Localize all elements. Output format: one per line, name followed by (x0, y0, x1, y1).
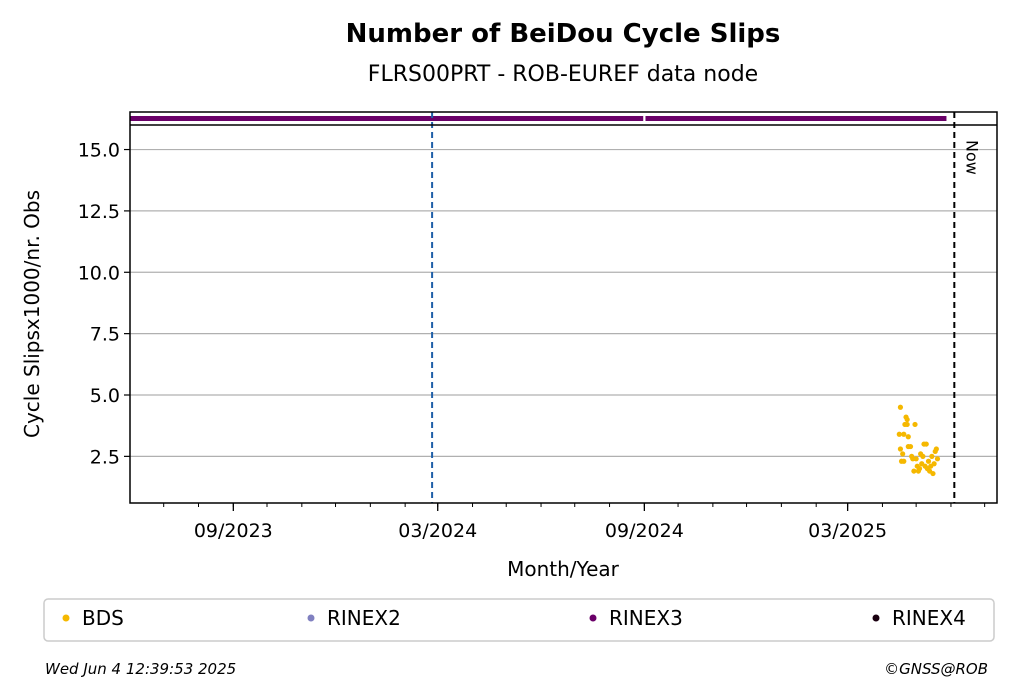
chart-title: Number of BeiDou Cycle Slips (346, 19, 781, 49)
bds-point-29 (925, 458, 932, 464)
grid (130, 148, 997, 457)
bds-point-34 (931, 461, 937, 467)
x-tick-label-2: 09/2024 (605, 520, 684, 542)
y-tick-label-2: 7.5 (90, 324, 120, 346)
legend-marker-1 (307, 614, 315, 622)
bds-point-11 (905, 434, 911, 440)
bds-point-36 (933, 446, 939, 452)
bds-point-4 (900, 451, 906, 457)
bds-point-2 (897, 446, 904, 452)
bds-point-27 (923, 441, 929, 447)
ticks: 2.5 5.0 7.5 10.0 12.5 15.0 09/2023 03/2024 09/20… (78, 140, 986, 542)
axes (129, 111, 998, 504)
x-tick-label-0: 09/2023 (194, 520, 273, 542)
bds-point-33 (930, 470, 936, 477)
bds-point-21 (916, 466, 923, 472)
bds-point-5 (901, 431, 907, 437)
bds-point-32 (929, 453, 935, 459)
bds-point-16 (911, 468, 917, 474)
bds-point-17 (912, 421, 918, 428)
now-label: Now (962, 140, 981, 175)
y-tick-label-5: 15.0 (78, 140, 120, 162)
legend-label-1: RINEX2 (327, 606, 401, 630)
legend-label-0: BDS (82, 606, 124, 630)
bds-point-18 (913, 456, 919, 462)
bds-point-9 (904, 416, 910, 423)
legend-box (43, 598, 995, 642)
chart-subtitle: FLRS00PRT - ROB-EUREF data node (368, 62, 758, 87)
y-tick-label-0: 2.5 (90, 446, 120, 468)
bds-point-13 (907, 443, 914, 450)
bds-point-1 (896, 431, 902, 437)
legend-label-2: RINEX3 (609, 606, 683, 630)
footer-timestamp: Wed Jun 4 12:39:53 2025 (45, 660, 236, 678)
x-tick-label-3: 03/2025 (808, 520, 887, 542)
bds-point-0 (897, 404, 904, 410)
legend-marker-2 (589, 614, 597, 622)
bds-point-37 (934, 456, 941, 462)
y-axis-label: Cycle Slipsx1000/nr. Obs (20, 190, 44, 438)
x-tick-label-1: 03/2024 (398, 520, 477, 542)
footer-credit: ©GNSS@ROB (884, 660, 988, 678)
y-tick-label-1: 5.0 (90, 385, 120, 407)
plot-frame (129, 111, 998, 504)
bds-point-6 (901, 458, 907, 464)
y-tick-label-3: 10.0 (78, 262, 120, 284)
bds-point-24 (920, 453, 926, 459)
legend-marker-3 (872, 614, 880, 622)
legend-label-3: RINEX4 (892, 606, 966, 630)
vertical-markers: Now (431, 112, 981, 503)
legend-marker-0 (62, 614, 70, 622)
y-tick-label-4: 12.5 (78, 201, 120, 223)
bds-point-10 (904, 421, 910, 428)
legend: BDS RINEX2 RINEX3 RINEX4 (43, 598, 995, 642)
bds-points (896, 404, 941, 477)
x-axis-label: Month/Year (507, 557, 620, 581)
